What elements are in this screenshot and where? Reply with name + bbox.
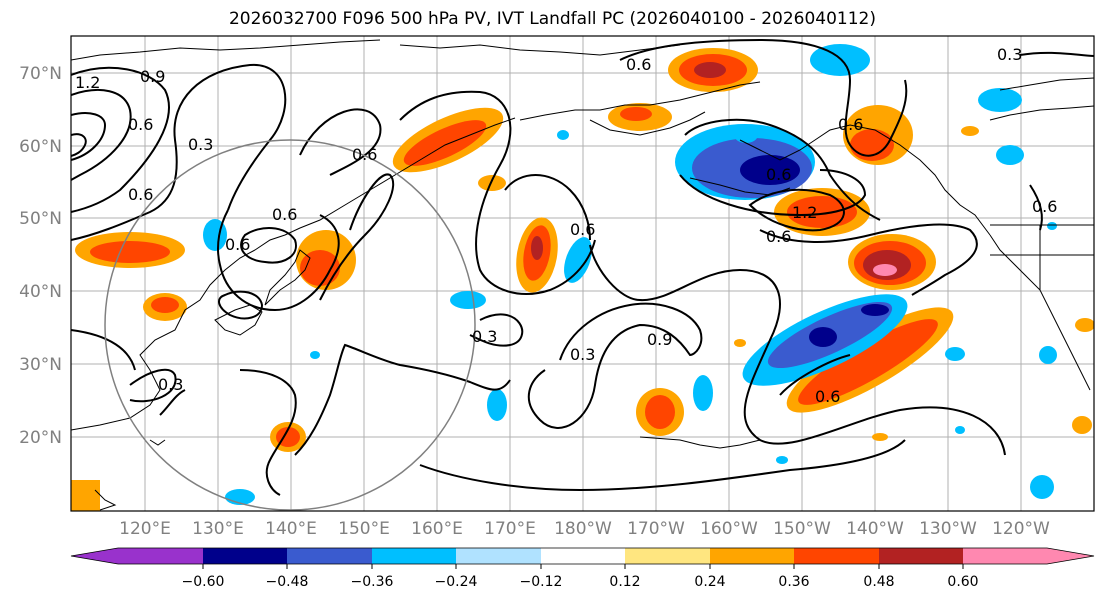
contour-label: 0.6	[626, 55, 651, 74]
lat-label: 60°N	[19, 137, 62, 157]
colorbar-segment	[372, 548, 456, 564]
contour-label: 0.3	[472, 327, 497, 346]
lon-label: 120°W	[992, 519, 1050, 539]
latitude-labels: 70°N 60°N 50°N 40°N 30°N 20°N	[19, 64, 62, 448]
colorbar-segment	[456, 548, 541, 564]
reference-circle	[104, 139, 476, 511]
lon-label: 170°E	[484, 519, 536, 539]
lon-label: 140°E	[265, 519, 317, 539]
lon-label: 130°W	[919, 519, 977, 539]
contour-label: 0.3	[570, 345, 595, 364]
colorbar-tick: 0.36	[778, 574, 809, 590]
chart-title: 2026032700 F096 500 hPa PV, IVT Landfall…	[228, 9, 876, 29]
colorbar-segment	[203, 548, 287, 564]
lat-label: 40°N	[19, 282, 62, 302]
colorbar-segment	[794, 548, 879, 564]
colorbar-segment	[963, 548, 1047, 564]
colorbar-segment	[710, 548, 794, 564]
colorbar-segment	[625, 548, 710, 564]
lon-label: 160°E	[411, 519, 463, 539]
lon-label: 130°E	[192, 519, 244, 539]
colorbar-segment	[879, 548, 963, 564]
contour-label: 1.2	[792, 203, 817, 222]
colorbar-tick: −0.12	[520, 574, 563, 590]
contour-label: 0.9	[140, 67, 165, 86]
lon-label: 180°W	[554, 519, 612, 539]
colorbar-tick: −0.48	[266, 574, 309, 590]
lat-label: 70°N	[19, 64, 62, 84]
colorbar: −0.60 −0.48 −0.36 −0.24 −0.12 0.12 0.24 …	[70, 547, 1095, 590]
contour-label: 0.6	[766, 227, 791, 246]
contour-label: 0.6	[766, 165, 791, 184]
lon-label: 170°W	[627, 519, 685, 539]
colorbar-tick: −0.24	[435, 574, 478, 590]
lat-label: 30°N	[19, 355, 62, 375]
contour-label: 0.6	[838, 115, 863, 134]
contour-label: 0.6	[128, 185, 153, 204]
lon-label: 140°W	[846, 519, 904, 539]
contour-label: 0.6	[352, 145, 377, 164]
colorbar-tick: −0.60	[182, 574, 225, 590]
map-frame	[70, 35, 1095, 512]
colorbar-tick: 0.60	[947, 574, 978, 590]
colorbar-tick: 0.48	[863, 574, 894, 590]
colorbar-segment	[71, 548, 118, 564]
contour-label: 0.9	[647, 330, 672, 349]
contour-label: 0.3	[997, 45, 1022, 64]
ivt-positive-anomalies	[71, 48, 1094, 511]
colorbar-tick: −0.36	[351, 574, 394, 590]
coastlines	[71, 39, 1094, 511]
lat-label: 20°N	[19, 428, 62, 448]
lon-label: 150°W	[773, 519, 831, 539]
contour-label: 0.3	[188, 135, 213, 154]
pv-contour-labels: 0.9 0.6 0.3 1.2 0.6 0.6 0.6 0.3 0.3 0.3 …	[75, 45, 1057, 406]
lon-label: 120°E	[119, 519, 171, 539]
lat-label: 50°N	[19, 209, 62, 229]
contour-label: 0.3	[158, 375, 183, 394]
contour-label: 0.6	[1032, 197, 1057, 216]
contour-label: 0.6	[225, 235, 250, 254]
colorbar-segment	[1047, 548, 1094, 564]
colorbar-segment	[541, 548, 625, 564]
lon-label: 160°W	[700, 519, 758, 539]
pv-contours	[71, 38, 1094, 496]
colorbar-tick: 0.24	[694, 574, 725, 590]
colorbar-segment	[118, 548, 203, 564]
lon-label: 150°E	[338, 519, 390, 539]
colorbar-tick: 0.12	[609, 574, 640, 590]
longitude-labels: 120°E 130°E 140°E 150°E 160°E 170°E 180°…	[119, 519, 1050, 539]
contour-label: 0.6	[128, 115, 153, 134]
colorbar-segment	[287, 548, 372, 564]
contour-label: 1.2	[75, 73, 100, 92]
contour-label: 0.6	[815, 387, 840, 406]
contour-label: 0.6	[272, 205, 297, 224]
contour-label: 0.6	[570, 220, 595, 239]
ivt-negative-anomalies	[203, 44, 1057, 505]
